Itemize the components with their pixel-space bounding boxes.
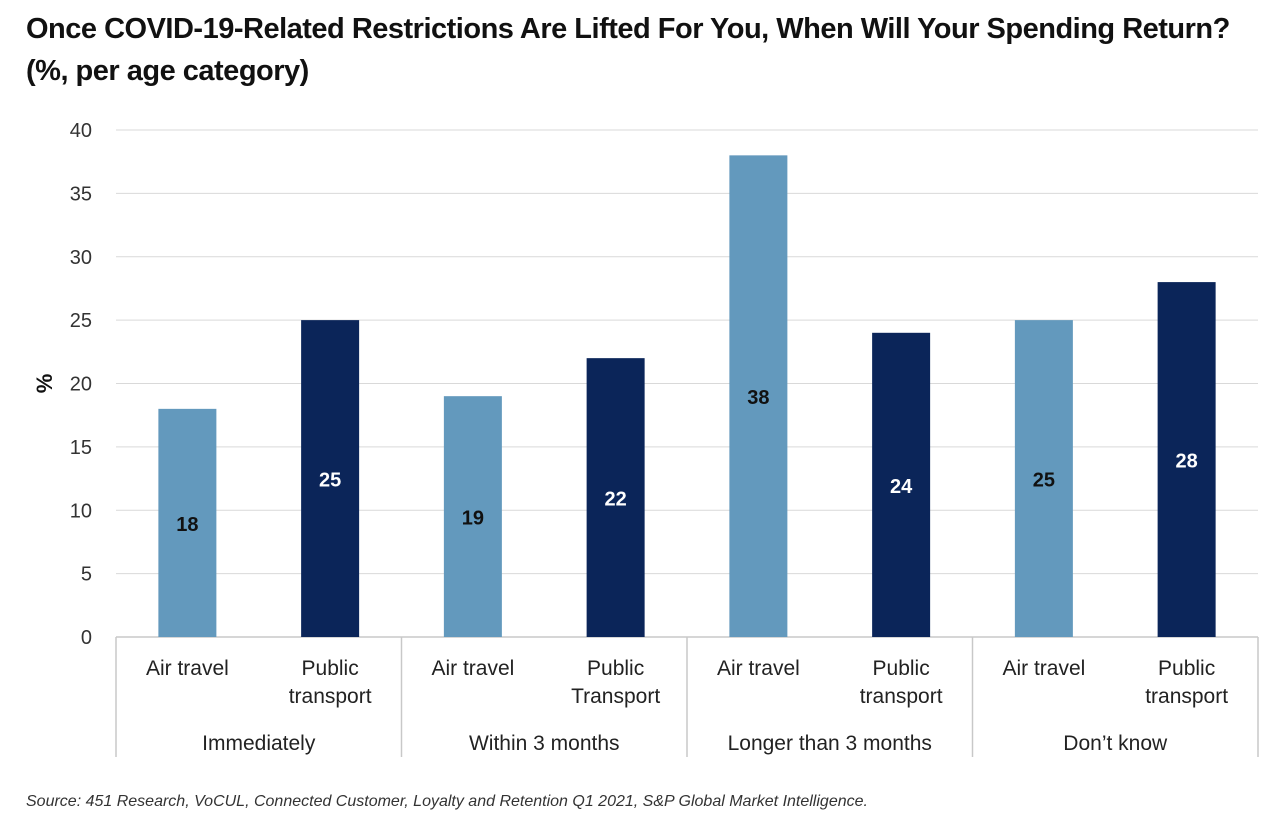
y-tick-label: 15 [70, 437, 92, 459]
category-label: Air travel [431, 657, 514, 680]
bar [729, 155, 788, 637]
bar [872, 332, 931, 637]
y-tick-label: 20 [70, 374, 92, 396]
data-label: 25 [319, 470, 341, 492]
data-label: 38 [747, 387, 769, 409]
y-tick-label: 25 [70, 310, 92, 332]
source-note: Source: 451 Research, VoCUL, Connected C… [26, 793, 868, 810]
data-label: 18 [176, 514, 198, 536]
bar [443, 396, 502, 637]
group-label: Longer than 3 months [728, 732, 932, 755]
category-label: Public transport [289, 657, 372, 708]
y-tick-label: 40 [70, 120, 92, 142]
bar [301, 320, 360, 637]
data-label: 22 [605, 489, 627, 511]
group-label: Within 3 months [469, 732, 620, 755]
data-label: 24 [890, 476, 913, 498]
category-label: Air travel [146, 657, 229, 680]
y-tick-label: 5 [81, 564, 92, 586]
bar [158, 408, 217, 637]
bar [1014, 320, 1073, 637]
group-label: Immediately [202, 732, 316, 755]
y-tick-label: 10 [70, 500, 92, 522]
data-label: 25 [1033, 470, 1055, 492]
data-label: 28 [1176, 451, 1198, 473]
bar [586, 358, 645, 637]
chart-title: Once COVID-19-Related Restrictions Are L… [26, 13, 1230, 87]
group-label: Don’t know [1063, 732, 1168, 755]
data-label: 19 [462, 508, 484, 530]
category-label: Public transport [1145, 657, 1228, 708]
category-label: Public transport [860, 657, 943, 708]
bar [1157, 282, 1216, 637]
y-axis-label: % [32, 374, 57, 394]
y-tick-label: 30 [70, 247, 92, 269]
category-label: Public Transport [571, 657, 660, 708]
category-label: Air travel [1002, 657, 1085, 680]
bar-chart: 0 5 10 15 20 25 30 35 40% 18 Air travel 25 Public tra… [32, 120, 1259, 757]
y-tick-label: 35 [70, 183, 92, 205]
category-label: Air travel [717, 657, 800, 680]
y-tick-label: 0 [81, 627, 92, 649]
